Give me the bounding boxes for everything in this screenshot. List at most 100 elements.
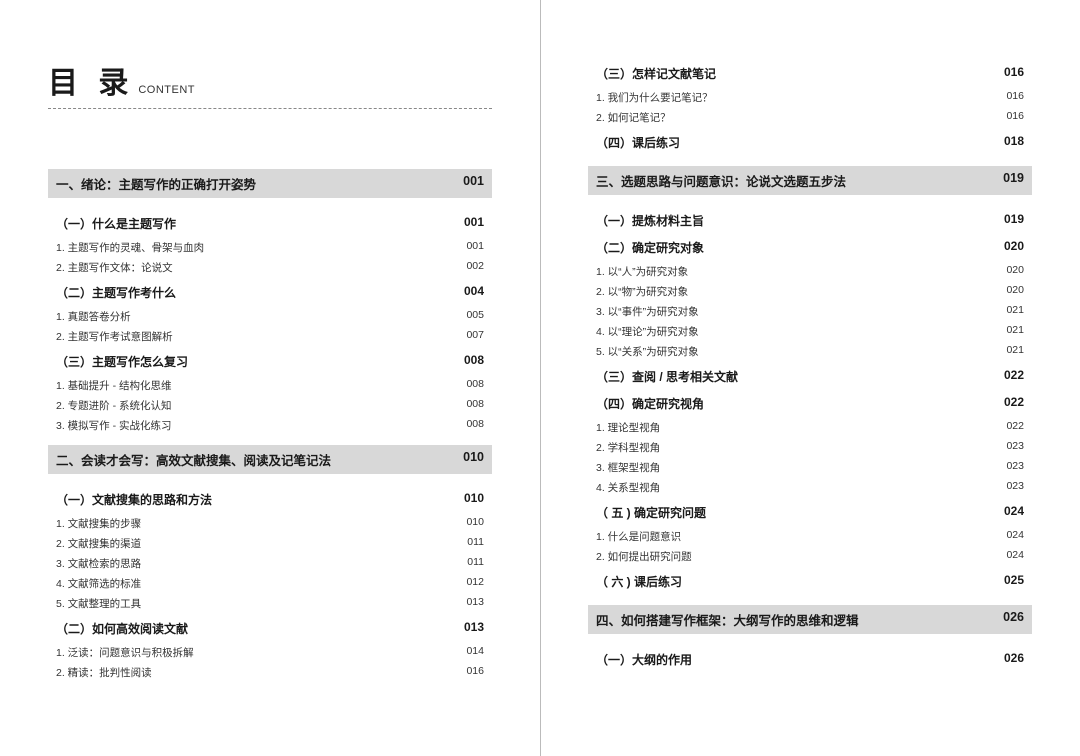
chapter-page: 019 [1003, 171, 1024, 190]
section-label: （一）什么是主题写作 [56, 215, 176, 232]
item-row: 1. 什么是问题意识 024 [588, 526, 1032, 546]
section-row: （三）查阅 / 思考相关文献 022 [588, 365, 1032, 388]
item-row: 1. 理论型视角 022 [588, 417, 1032, 437]
item-label: 1. 什么是问题意识 [596, 529, 681, 544]
item-label: 4. 以“理论”为研究对象 [596, 324, 699, 339]
chapter-page: 001 [463, 174, 484, 193]
item-page: 008 [466, 418, 484, 433]
chapter-label: 三、选题思路与问题意识：论说文选题五步法 [596, 171, 846, 190]
item-page: 008 [466, 398, 484, 413]
item-row: 1. 主题写作的灵魂、骨架与血肉001 [48, 237, 492, 257]
section-page: 026 [1004, 651, 1024, 668]
chapter-row: 三、选题思路与问题意识：论说文选题五步法 019 [588, 166, 1032, 195]
section-label: （三）怎样记文献笔记 [596, 65, 716, 82]
item-row: 1. 泛读：问题意识与积极拆解014 [48, 642, 492, 662]
section-page: 022 [1004, 368, 1024, 385]
section-page: 025 [1004, 573, 1024, 590]
item-page: 023 [1006, 480, 1024, 495]
section-page: 018 [1004, 134, 1024, 151]
item-page: 023 [1006, 440, 1024, 455]
item-row: 1. 以“人”为研究对象 020 [588, 261, 1032, 281]
toc-title-en: CONTENT [138, 84, 195, 96]
item-row: 5. 文献整理的工具013 [48, 593, 492, 613]
item-row: 2. 专题进阶 - 系统化认知008 [48, 395, 492, 415]
item-label: 1. 以“人”为研究对象 [596, 264, 688, 279]
item-page: 001 [466, 240, 484, 255]
item-row: 4. 以“理论”为研究对象021 [588, 321, 1032, 341]
item-page: 016 [1006, 110, 1024, 125]
section-label: （三）查阅 / 思考相关文献 [596, 368, 738, 385]
spacer [48, 435, 492, 445]
item-label: 3. 模拟写作 - 实战化练习 [56, 418, 172, 433]
section-page: 001 [464, 215, 484, 232]
section-page: 024 [1004, 504, 1024, 521]
item-page: 021 [1006, 344, 1024, 359]
item-label: 1. 我们为什么要记笔记？ [596, 90, 713, 105]
item-row: 4. 关系型视角 023 [588, 477, 1032, 497]
section-label: （一）提炼材料主旨 [596, 212, 704, 229]
item-label: 5. 以“关系”为研究对象 [596, 344, 699, 359]
item-page: 014 [466, 645, 484, 660]
section-label: （四）课后练习 [596, 134, 680, 151]
item-label: 3. 框架型视角 [596, 460, 660, 475]
section-page: 004 [464, 284, 484, 301]
item-page: 008 [466, 378, 484, 393]
section-page: 008 [464, 353, 484, 370]
item-label: 3. 以“事件”为研究对象 [596, 304, 699, 319]
section-row: （ 六 ) 课后练习025 [588, 570, 1032, 593]
item-label: 2. 主题写作考试意图解析 [56, 329, 173, 344]
section-page: 019 [1004, 212, 1024, 229]
chapter-label: 四、如何搭建写作框架：大纲写作的思维和逻辑 [596, 610, 859, 629]
item-row: 1. 我们为什么要记笔记？ 016 [588, 87, 1032, 107]
section-row: （一）大纲的作用026 [588, 648, 1032, 671]
item-page: 007 [466, 329, 484, 344]
chapter-row: 二、会读才会写：高效文献搜集、阅读及记笔记法 010 [48, 445, 492, 474]
chapter-page: 026 [1003, 610, 1024, 629]
item-row: 3. 以“事件”为研究对象021 [588, 301, 1032, 321]
section-row: （四）课后练习 018 [588, 131, 1032, 154]
item-label: 2. 精读：批判性阅读 [56, 665, 152, 680]
section-page: 022 [1004, 395, 1024, 412]
item-page: 024 [1006, 529, 1024, 544]
item-page: 011 [467, 556, 484, 571]
left-page: 目 录 CONTENT 一、绪论：主题写作的正确打开姿势001（一）什么是主题写… [0, 0, 540, 756]
item-row: 5. 以“关系”为研究对象 021 [588, 341, 1032, 361]
item-row: 2. 以“物”为研究对象020 [588, 281, 1032, 301]
item-page: 020 [1006, 264, 1024, 279]
item-page: 011 [467, 536, 484, 551]
section-row: （四）确定研究视角022 [588, 392, 1032, 415]
item-page: 016 [466, 665, 484, 680]
item-row: 2. 主题写作文体：论说文 002 [48, 257, 492, 277]
item-row: 1. 文献搜集的步骤010 [48, 513, 492, 533]
chapter-label: 二、会读才会写：高效文献搜集、阅读及记笔记法 [56, 450, 331, 469]
item-row: 2. 主题写作考试意图解析 007 [48, 326, 492, 346]
chapter-page: 010 [463, 450, 484, 469]
item-page: 022 [1006, 420, 1024, 435]
item-label: 1. 真题答卷分析 [56, 309, 131, 324]
item-page: 010 [466, 516, 484, 531]
item-label: 2. 学科型视角 [596, 440, 660, 455]
item-label: 1. 基础提升 - 结构化思维 [56, 378, 172, 393]
item-label: 4. 关系型视角 [596, 480, 660, 495]
item-row: 2. 精读：批判性阅读 016 [48, 662, 492, 682]
item-row: 2. 如何提出研究问题024 [588, 546, 1032, 566]
section-row: （二）确定研究对象020 [588, 236, 1032, 259]
chapter-row: 四、如何搭建写作框架：大纲写作的思维和逻辑 026 [588, 605, 1032, 634]
section-page: 010 [464, 491, 484, 508]
section-label: （一）文献搜集的思路和方法 [56, 491, 212, 508]
section-label: （二）如何高效阅读文献 [56, 620, 188, 637]
item-row: 4. 文献筛选的标准012 [48, 573, 492, 593]
section-label: （二）确定研究对象 [596, 239, 704, 256]
section-label: （二）主题写作考什么 [56, 284, 176, 301]
spacer [588, 156, 1032, 166]
item-page: 016 [1006, 90, 1024, 105]
item-label: 2. 主题写作文体：论说文 [56, 260, 173, 275]
item-row: 1. 真题答卷分析005 [48, 306, 492, 326]
item-label: 1. 理论型视角 [596, 420, 660, 435]
item-label: 2. 如何提出研究问题 [596, 549, 692, 564]
chapter-label: 一、绪论：主题写作的正确打开姿势 [56, 174, 256, 193]
item-row: 1. 基础提升 - 结构化思维 008 [48, 375, 492, 395]
section-row: （一）提炼材料主旨 019 [588, 209, 1032, 232]
item-row: 3. 模拟写作 - 实战化练习 008 [48, 415, 492, 435]
item-page: 002 [466, 260, 484, 275]
